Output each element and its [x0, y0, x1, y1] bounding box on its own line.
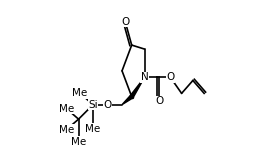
Text: N: N: [141, 72, 148, 82]
Text: Me: Me: [85, 124, 101, 134]
Text: Si: Si: [88, 100, 98, 110]
Text: Me: Me: [59, 125, 74, 135]
Text: O: O: [166, 72, 174, 82]
Text: Me: Me: [71, 137, 86, 147]
Text: O: O: [121, 17, 129, 27]
Text: Me: Me: [72, 88, 87, 98]
Text: Me: Me: [59, 104, 74, 114]
Polygon shape: [122, 95, 133, 105]
Text: O: O: [103, 100, 112, 110]
Polygon shape: [130, 77, 145, 98]
Text: O: O: [155, 96, 163, 106]
